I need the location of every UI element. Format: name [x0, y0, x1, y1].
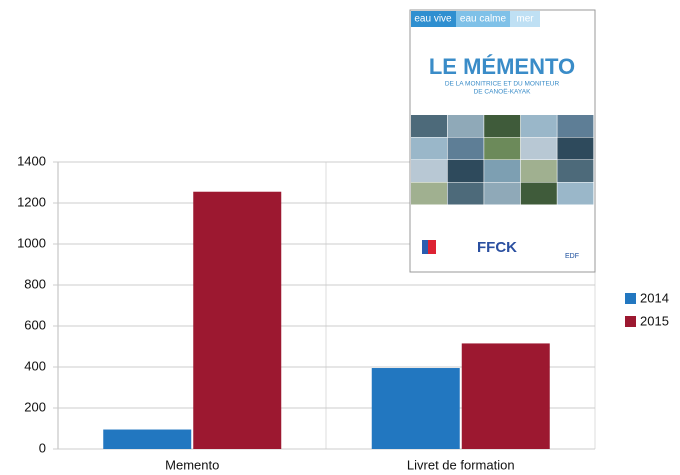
- cover-tab: mer: [516, 14, 534, 25]
- cover-photo: [521, 183, 557, 205]
- cover-photo: [557, 160, 593, 182]
- cover-photo: [411, 115, 447, 137]
- cover-photo: [521, 138, 557, 160]
- cover-photo: [448, 160, 484, 182]
- y-tick-label: 0: [39, 440, 46, 455]
- y-tick-label: 200: [24, 399, 46, 414]
- legend-label: 2015: [640, 313, 669, 328]
- cover-logo: FFCK: [477, 239, 517, 256]
- cover-title: LE MÉMENTO: [429, 54, 575, 79]
- cover-subtitle: DE CANOË-KAYAK: [474, 88, 531, 96]
- cover-tab: eau calme: [460, 14, 507, 25]
- cover-photo: [557, 183, 593, 205]
- x-tick-label: Livret de formation: [407, 457, 515, 472]
- legend-swatch: [625, 316, 636, 327]
- bar: [193, 192, 281, 449]
- y-tick-label: 1400: [17, 153, 46, 168]
- cover-photo: [484, 138, 520, 160]
- cover-photo: [411, 183, 447, 205]
- y-tick-label: 600: [24, 317, 46, 332]
- cover-photo: [557, 115, 593, 137]
- cover-photo: [448, 115, 484, 137]
- cover-tab: eau vive: [414, 14, 452, 25]
- cover-photo: [411, 138, 447, 160]
- cover-photo: [521, 160, 557, 182]
- y-tick-label: 1000: [17, 235, 46, 250]
- logo-flag: [428, 240, 436, 254]
- y-tick-label: 400: [24, 358, 46, 373]
- legend-label: 2014: [640, 290, 669, 305]
- cover-logo: EDF: [565, 253, 579, 260]
- cover-photo: [484, 160, 520, 182]
- y-tick-label: 1200: [17, 194, 46, 209]
- cover-photo: [484, 115, 520, 137]
- legend-swatch: [625, 293, 636, 304]
- cover-photo: [484, 183, 520, 205]
- cover-subtitle: DE LA MONITRICE ET DU MONITEUR: [445, 81, 560, 88]
- chart: 0 200 400 600 800 1000 1200 1400 Memento Livret d…: [0, 0, 680, 475]
- bar: [372, 368, 460, 449]
- cover-photo: [521, 115, 557, 137]
- x-tick-label: Memento: [165, 457, 219, 472]
- bar: [103, 430, 191, 449]
- cover-photo: [448, 138, 484, 160]
- cover-photo: [557, 138, 593, 160]
- y-tick-label: 800: [24, 276, 46, 291]
- cover-photo: [411, 160, 447, 182]
- book-cover: eau vive eau calme mer LE MÉMENTO DE LA …: [410, 10, 595, 272]
- cover-photo: [448, 183, 484, 205]
- bar: [462, 343, 550, 449]
